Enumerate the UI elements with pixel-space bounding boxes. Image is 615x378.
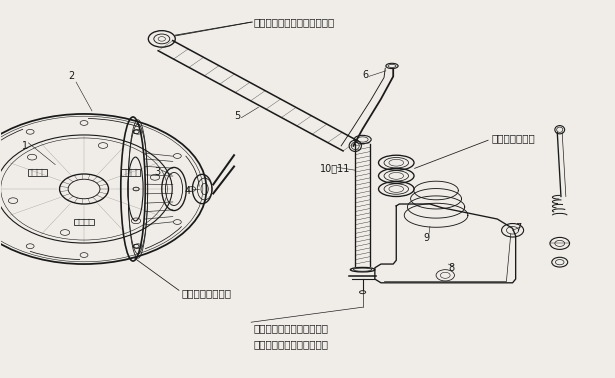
Text: 9: 9 [424, 233, 430, 243]
Text: 6: 6 [363, 70, 369, 79]
Text: 3: 3 [154, 167, 161, 177]
Text: 带有石墨颗粒的长效黄铜衬套: 带有石墨颗粒的长效黄铜衬套 [253, 17, 335, 27]
Text: 10、11: 10、11 [320, 163, 350, 174]
Text: 膜片弹簧式离合器: 膜片弹簧式离合器 [182, 288, 232, 298]
Text: 1: 1 [22, 141, 28, 151]
Text: 8: 8 [448, 263, 454, 273]
Text: 轴承套及密封件: 轴承套及密封件 [491, 133, 535, 143]
Text: 4: 4 [185, 186, 191, 196]
Text: 7: 7 [515, 223, 522, 233]
Text: 5: 5 [234, 111, 240, 121]
Text: 2: 2 [69, 71, 75, 81]
Text: 离合器的自由间隙可以通过
螺杆套之间的螺母进行调节: 离合器的自由间隙可以通过 螺杆套之间的螺母进行调节 [253, 323, 328, 349]
